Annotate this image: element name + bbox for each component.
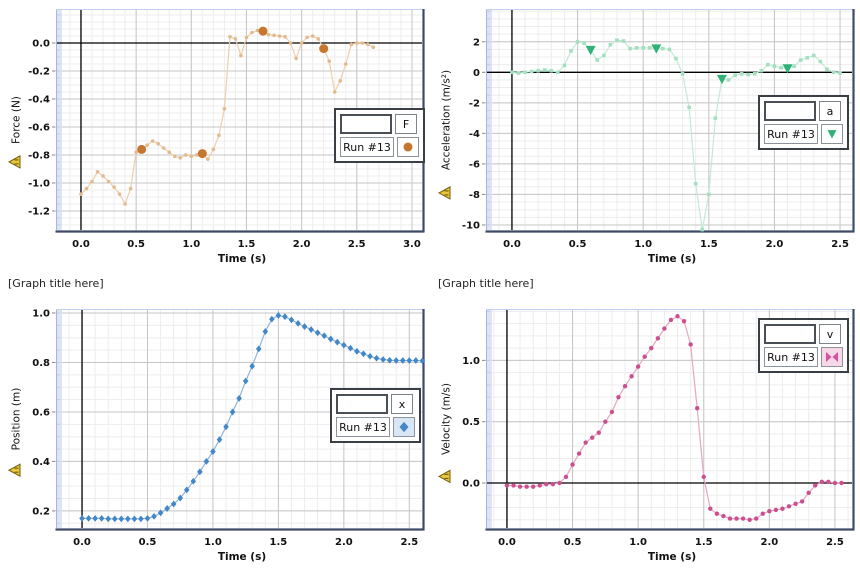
svg-text:0.0: 0.0 [503, 239, 521, 250]
legend-variable-letter[interactable]: v [819, 324, 841, 344]
legend-row: Run #13 [336, 417, 415, 437]
legend-value-box[interactable] [340, 114, 392, 134]
svg-text:-0.2: -0.2 [28, 67, 50, 78]
svg-text:1.0: 1.0 [182, 239, 200, 250]
svg-text:1.5: 1.5 [238, 239, 256, 250]
force-legend[interactable]: F Run #13 [334, 108, 425, 163]
legend-variable-letter[interactable]: a [819, 101, 841, 121]
svg-text:2.5: 2.5 [831, 239, 849, 250]
legend-value-box[interactable] [336, 394, 388, 414]
svg-text:0.5: 0.5 [127, 239, 145, 250]
svg-text:0.0: 0.0 [462, 479, 480, 490]
legend-run-label[interactable]: Run #13 [340, 137, 394, 157]
svg-text:-1.2: -1.2 [28, 206, 50, 217]
svg-text:-0.8: -0.8 [28, 150, 50, 161]
velocity-legend[interactable]: v Run #13 [758, 318, 849, 373]
svg-text:1.0: 1.0 [634, 239, 652, 250]
svg-text:0.5: 0.5 [139, 537, 157, 548]
legend-marker[interactable] [393, 417, 415, 437]
svg-text:Velocity (m/s): Velocity (m/s) [441, 383, 453, 455]
svg-text:0.0: 0.0 [73, 537, 91, 548]
svg-text:1.5: 1.5 [695, 537, 713, 548]
legend-run-label[interactable]: Run #13 [764, 124, 818, 144]
diamond-marker-icon [399, 421, 409, 433]
svg-text:0.0: 0.0 [498, 537, 516, 548]
svg-text:0.5: 0.5 [564, 537, 582, 548]
position-graph-panel: [Graph title here] 1.0 0.8 0.6 0.4 0.2 0.0 0.5… [0, 276, 430, 571]
svg-text:0.5: 0.5 [569, 239, 587, 250]
velocity-graph-panel: [Graph title here] 1.0 0.5 0.0 0.0 0.5 1.0 1.5… [430, 276, 860, 571]
legend-value-box[interactable] [764, 324, 816, 344]
svg-text:0.6: 0.6 [32, 407, 50, 418]
legend-row: F [340, 114, 419, 134]
svg-text:Acceleration (m/s²): Acceleration (m/s²) [441, 70, 453, 170]
legend-variable-letter[interactable]: F [395, 114, 417, 134]
acceleration-legend[interactable]: a Run #13 [758, 95, 849, 150]
svg-text:0.8: 0.8 [32, 358, 50, 369]
svg-text:0.0: 0.0 [32, 39, 50, 50]
legend-marker[interactable] [397, 137, 419, 157]
svg-text:Force (N): Force (N) [11, 96, 23, 144]
triangle-down-marker-icon [827, 130, 837, 139]
svg-text:0: 0 [473, 68, 480, 79]
svg-text:-6: -6 [469, 159, 480, 170]
svg-text:-1.0: -1.0 [28, 178, 50, 189]
svg-text:1.0: 1.0 [629, 537, 647, 548]
svg-text:-0.4: -0.4 [28, 95, 50, 106]
svg-text:0.2: 0.2 [32, 506, 50, 517]
legend-row: v [764, 324, 843, 344]
svg-text:1.5: 1.5 [270, 537, 288, 548]
legend-run-label[interactable]: Run #13 [764, 347, 818, 367]
svg-text:0.5: 0.5 [462, 417, 480, 428]
graph-title[interactable]: [Graph title here] [438, 277, 534, 290]
position-legend[interactable]: x Run #13 [330, 388, 421, 443]
svg-text:2.5: 2.5 [826, 537, 844, 548]
legend-row: Run #13 [764, 347, 843, 367]
svg-text:3.0: 3.0 [403, 239, 421, 250]
legend-row: a [764, 101, 843, 121]
bowtie-marker-icon [826, 352, 838, 362]
graph-title[interactable]: [Graph title here] [8, 277, 104, 290]
legend-row: Run #13 [340, 137, 419, 157]
svg-text:-8: -8 [469, 190, 480, 201]
legend-marker[interactable] [821, 347, 843, 367]
force-graph-panel: 0.0 -0.2 -0.4 -0.6 -0.8 -1.0 -1.2 0.0 0.5 1.0 1.5 2… [0, 0, 430, 276]
svg-text:2.0: 2.0 [293, 239, 311, 250]
svg-text:2: 2 [473, 37, 480, 48]
legend-row: x [336, 394, 415, 414]
svg-text:1.0: 1.0 [462, 356, 480, 367]
svg-text:-4: -4 [469, 129, 480, 140]
svg-text:Time (s): Time (s) [218, 551, 266, 563]
svg-text:2.0: 2.0 [760, 537, 778, 548]
svg-text:Time (s): Time (s) [648, 253, 696, 265]
svg-text:1.0: 1.0 [32, 308, 50, 319]
legend-variable-letter[interactable]: x [391, 394, 413, 414]
svg-text:2.0: 2.0 [766, 239, 784, 250]
svg-text:0.4: 0.4 [32, 457, 50, 468]
svg-text:Time (s): Time (s) [648, 551, 696, 563]
legend-row: Run #13 [764, 124, 843, 144]
legend-value-box[interactable] [764, 101, 816, 121]
svg-text:1.0: 1.0 [204, 537, 222, 548]
svg-text:-0.6: -0.6 [28, 122, 50, 133]
svg-text:2.5: 2.5 [400, 537, 418, 548]
svg-text:2.5: 2.5 [348, 239, 366, 250]
svg-text:-10: -10 [462, 220, 480, 231]
svg-text:2.0: 2.0 [335, 537, 353, 548]
svg-text:0.0: 0.0 [72, 239, 90, 250]
svg-text:Position (m): Position (m) [11, 388, 23, 451]
legend-marker[interactable] [821, 124, 843, 144]
svg-text:Time (s): Time (s) [218, 253, 266, 265]
circle-marker-icon [403, 142, 413, 152]
acceleration-graph-panel: 2 0 -2 -4 -6 -8 -10 0.0 0.5 1.0 1.5 2.0 2.5 Time (s) A… [430, 0, 860, 276]
legend-run-label[interactable]: Run #13 [336, 417, 390, 437]
svg-text:1.5: 1.5 [700, 239, 718, 250]
svg-text:-2: -2 [469, 98, 480, 109]
